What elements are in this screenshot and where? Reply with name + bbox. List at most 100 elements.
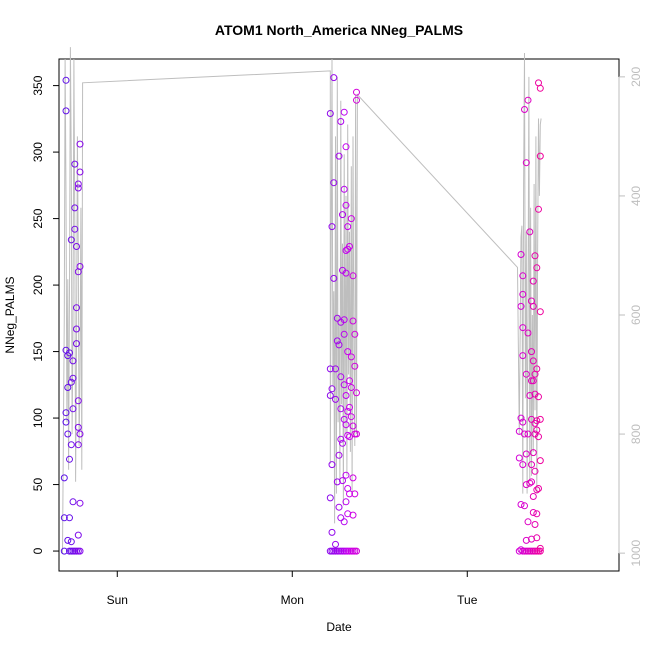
data-point — [332, 365, 339, 373]
data-point — [73, 325, 80, 333]
y-tick-label: 0 — [31, 547, 45, 554]
data-point — [522, 159, 530, 167]
data-point — [533, 417, 541, 425]
y2-tick-label: 600 — [629, 305, 643, 325]
data-point — [333, 337, 341, 345]
data-point — [332, 540, 339, 548]
data-point — [533, 426, 541, 434]
data-point — [74, 531, 82, 539]
data-point — [535, 393, 542, 401]
data-point — [533, 264, 541, 272]
data-point — [529, 449, 537, 457]
data-point — [74, 441, 82, 449]
data-point — [342, 143, 350, 151]
data-point — [62, 107, 70, 115]
data-point — [517, 251, 525, 258]
x-tick-label: Sun — [107, 593, 128, 607]
y2-tick-label: 400 — [629, 186, 643, 206]
data-point — [529, 357, 537, 365]
y-axis-label: NNeg_PALMS — [3, 276, 17, 353]
data-point — [353, 389, 360, 397]
data-point — [67, 441, 75, 449]
altitude-line-layer — [62, 47, 542, 554]
data-point — [529, 493, 537, 500]
data-point — [326, 365, 334, 373]
data-point — [517, 501, 525, 508]
data-point — [536, 308, 544, 316]
data-point — [71, 225, 79, 233]
data-point — [535, 205, 542, 213]
data-point — [67, 236, 75, 244]
data-point — [332, 395, 339, 403]
data-point — [60, 547, 68, 555]
data-point — [71, 204, 79, 212]
y-tick-label: 200 — [31, 275, 45, 295]
data-point — [342, 392, 350, 399]
data-point — [524, 518, 532, 526]
data-point — [347, 413, 355, 421]
data-point — [519, 324, 527, 332]
data-point — [337, 435, 345, 443]
chart-title: ATOM1 North_America NNeg_PALMS — [215, 22, 463, 38]
data-point — [349, 317, 357, 325]
data-point — [528, 348, 535, 356]
data-point — [349, 272, 357, 280]
data-point — [340, 518, 348, 526]
y-tick-label: 300 — [31, 142, 45, 162]
data-point — [64, 536, 72, 544]
data-point — [340, 381, 348, 389]
data-point — [328, 223, 336, 231]
data-point — [526, 479, 534, 487]
data-point — [342, 269, 350, 277]
data-point — [533, 365, 541, 373]
data-point — [353, 430, 360, 438]
data-point — [64, 384, 72, 391]
y2-tick-label: 1000 — [629, 539, 643, 566]
data-point — [346, 433, 353, 441]
data-point — [76, 499, 84, 507]
data-point — [328, 461, 336, 469]
data-point — [533, 534, 541, 542]
data-point — [344, 407, 352, 415]
data-point — [73, 340, 80, 348]
data-point — [60, 474, 68, 482]
data-point — [346, 377, 353, 385]
data-point — [529, 377, 537, 385]
data-point — [339, 439, 346, 447]
altitude-line — [62, 47, 542, 554]
data-point — [333, 314, 341, 322]
data-point — [522, 370, 530, 378]
data-point — [330, 179, 338, 187]
data-point — [349, 511, 357, 519]
data-point — [536, 544, 544, 552]
data-point — [326, 110, 334, 117]
data-point — [535, 485, 542, 492]
data-point — [346, 243, 353, 250]
data-point — [74, 184, 82, 192]
y2-axis: 200 400 600 800 1000 — [618, 67, 643, 566]
x-axis-label: Date — [326, 620, 352, 634]
data-point — [340, 185, 348, 193]
data-point — [340, 330, 348, 338]
data-point — [339, 477, 346, 485]
data-point — [342, 498, 350, 506]
data-point — [528, 478, 535, 486]
data-point — [529, 509, 537, 516]
y-tick-label: 350 — [31, 75, 45, 95]
y-tick-label: 150 — [31, 341, 45, 361]
data-point — [517, 414, 525, 422]
data-point — [69, 374, 77, 382]
data-point — [340, 108, 348, 116]
x-tick-label: Mon — [281, 593, 304, 607]
data-point — [531, 521, 539, 528]
data-point — [531, 467, 539, 475]
data-point — [337, 373, 345, 381]
data-point — [515, 547, 523, 555]
data-point — [339, 211, 346, 219]
data-point — [349, 474, 357, 482]
x-tick-label: Tue — [457, 593, 478, 607]
data-point — [76, 140, 84, 148]
data-point — [73, 304, 80, 312]
data-point — [342, 201, 350, 209]
